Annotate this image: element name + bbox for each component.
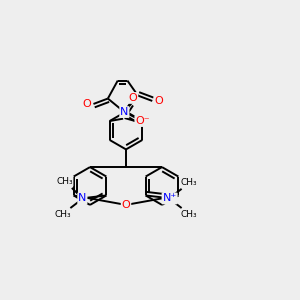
Text: O⁻: O⁻ <box>135 116 150 126</box>
Text: CH₃: CH₃ <box>181 210 197 219</box>
Text: O: O <box>129 93 137 103</box>
Text: CH₃: CH₃ <box>56 177 73 186</box>
Text: CH₃: CH₃ <box>181 178 197 187</box>
Text: O: O <box>154 96 163 106</box>
Text: N: N <box>120 107 129 117</box>
Text: CH₃: CH₃ <box>55 210 71 219</box>
Text: O: O <box>122 200 130 210</box>
Text: O: O <box>82 99 91 109</box>
Text: N: N <box>78 194 87 203</box>
Text: N⁺: N⁺ <box>163 194 177 203</box>
